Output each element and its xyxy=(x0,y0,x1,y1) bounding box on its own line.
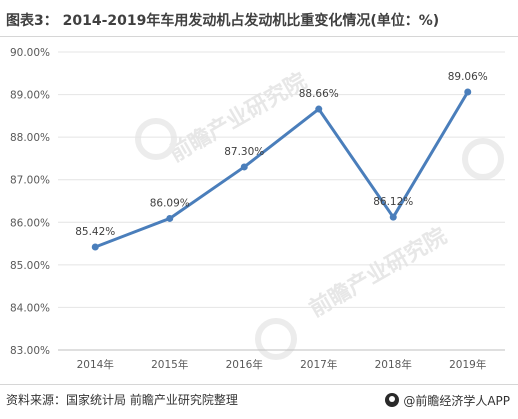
data-point xyxy=(389,213,397,221)
data-point xyxy=(315,105,323,113)
line-chart: 83.00% 84.00% 85.00% 86.00% 87.00% 88.00% 89.0… xyxy=(10,47,505,371)
y-tick-label: 83.00% xyxy=(10,345,50,357)
data-point xyxy=(464,88,472,96)
y-tick-label: 90.00% xyxy=(10,47,50,59)
brand-logo-icon xyxy=(385,393,400,407)
x-tick-label: 2015年 xyxy=(151,358,188,371)
x-tick-label: 2014年 xyxy=(77,358,114,371)
y-tick-label: 84.00% xyxy=(10,302,50,314)
y-tick-label: 87.00% xyxy=(10,175,50,187)
data-points xyxy=(91,88,472,251)
brand-label: @前瞻经济学人APP xyxy=(403,393,510,408)
data-label: 87.30% xyxy=(224,146,264,158)
data-labels: 85.42% 86.09% 87.30% 88.66% 86.12% 89.06% xyxy=(75,71,488,238)
series-line-layer xyxy=(93,90,470,249)
y-tick-label: 86.00% xyxy=(10,217,50,229)
x-axis-tick-labels: 2014年 2015年 2016年 2017年 2018年 2019年 xyxy=(77,358,487,371)
title-divider xyxy=(0,36,518,37)
data-point xyxy=(91,243,99,251)
x-tick-label: 2019年 xyxy=(449,358,486,371)
data-point xyxy=(166,214,174,222)
brand-credit: @前瞻经济学人APP xyxy=(385,390,510,410)
data-label: 86.09% xyxy=(150,197,190,209)
y-axis-tick-labels: 83.00% 84.00% 85.00% 86.00% 87.00% 88.00% 89.0… xyxy=(10,47,50,357)
y-tick-label: 88.00% xyxy=(10,132,50,144)
source-note: 资料来源：国家统计局 前瞻产业研究院整理 xyxy=(6,393,238,407)
gridlines xyxy=(58,51,505,351)
data-label: 89.06% xyxy=(448,71,488,83)
footer-divider xyxy=(0,384,518,385)
y-tick-label: 89.00% xyxy=(10,90,50,102)
series-line xyxy=(93,90,470,249)
data-label: 85.42% xyxy=(75,226,115,238)
data-point xyxy=(240,163,248,171)
y-tick-label: 85.00% xyxy=(10,260,50,272)
x-tick-label: 2017年 xyxy=(300,358,337,371)
x-tick-label: 2016年 xyxy=(226,358,263,371)
data-label: 86.12% xyxy=(373,196,413,208)
chart-title: 图表3： 2014-2019年车用发动机占发动机比重变化情况(单位：%) xyxy=(6,13,440,29)
data-label: 88.66% xyxy=(299,88,339,100)
x-tick-label: 2018年 xyxy=(375,358,412,371)
